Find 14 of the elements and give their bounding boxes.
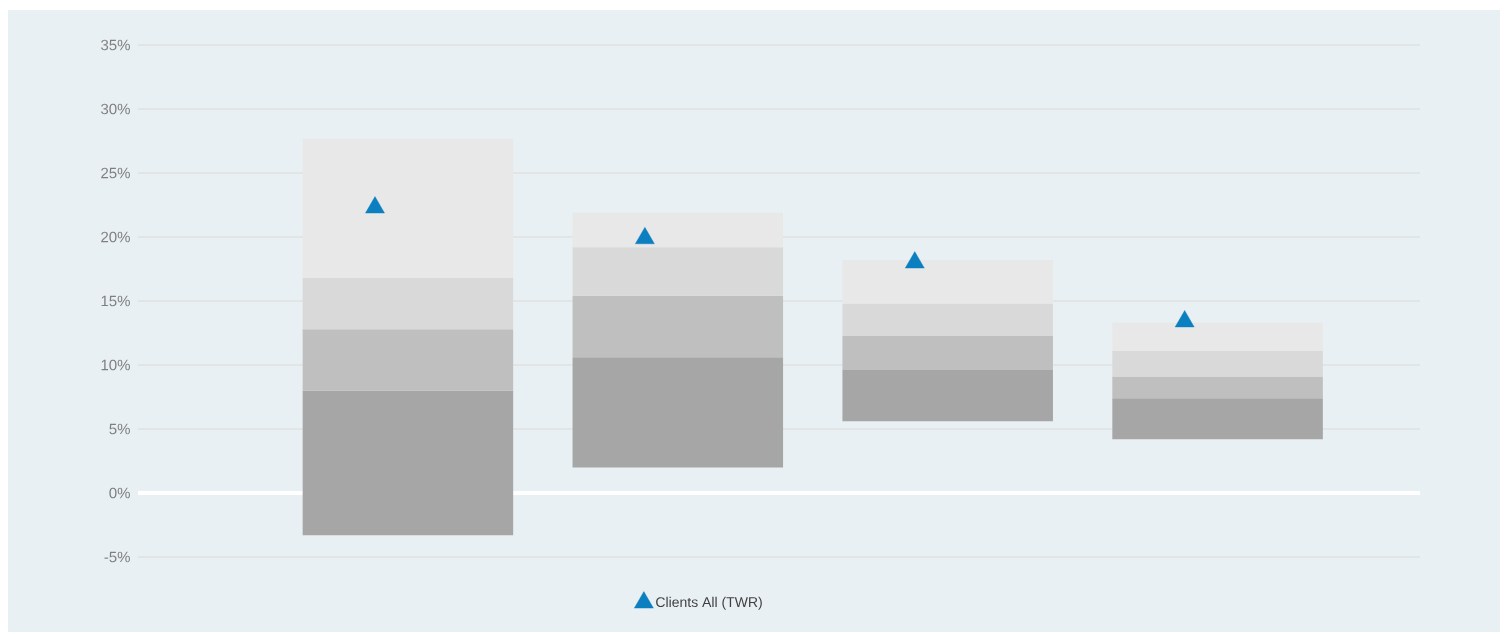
y-tick-label: 15% (101, 295, 130, 307)
point (1174, 310, 1195, 328)
legend-label: Clients All (TWR) (656, 596, 762, 610)
y-tick-label: 30% (101, 103, 130, 115)
y-tick-label: 20% (101, 231, 130, 243)
point (635, 227, 655, 244)
y-tick-label: 10% (101, 359, 130, 371)
y-tick-label: 5% (109, 423, 130, 435)
point (365, 196, 385, 214)
y-tick-label: -5% (104, 551, 130, 563)
y-tick-label: 35% (101, 39, 130, 51)
y-tick-label: 25% (101, 167, 130, 179)
point (905, 251, 925, 269)
y-tick-label: 0% (109, 487, 130, 499)
